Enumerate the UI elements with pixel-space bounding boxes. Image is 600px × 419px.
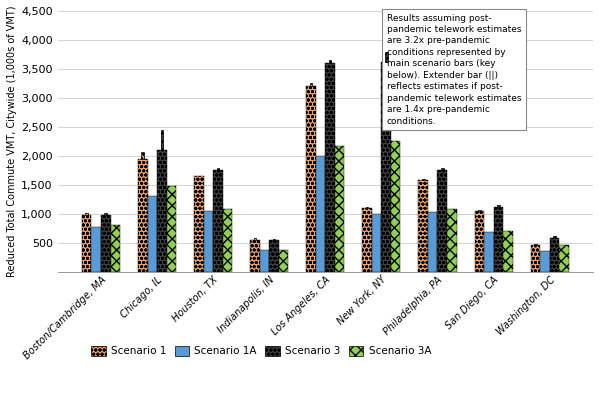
Bar [385,52,388,62]
Bar [306,86,316,272]
Bar [559,246,569,272]
Bar [260,250,269,272]
Bar [362,208,372,272]
Bar [161,130,163,150]
Bar [223,210,232,272]
Bar [269,240,279,272]
Bar [382,62,391,272]
Bar [101,215,110,272]
Bar [540,251,550,272]
Bar [366,207,368,208]
Bar [503,231,512,272]
Bar [157,150,167,272]
Text: Results assuming post-
pandemic telework estimates
are 3.2x pre-pandemic
conditi: Results assuming post- pandemic telework… [387,13,521,126]
Bar [478,210,481,211]
Bar [254,238,256,240]
Bar [167,186,176,272]
Bar [534,244,536,245]
Bar [550,238,559,272]
Bar [272,239,275,240]
Legend: Scenario 1, Scenario 1A, Scenario 3, Scenario 3A: Scenario 1, Scenario 1A, Scenario 3, Sce… [87,341,435,360]
Bar [428,212,437,272]
Bar [194,176,203,272]
Bar [316,156,325,272]
Bar [325,63,335,272]
Bar [447,210,457,272]
Bar [422,179,425,181]
Bar [110,225,120,272]
Bar [85,213,88,215]
Bar [441,168,443,171]
Y-axis label: Reduced Total Commute VMT, Citywide (1,000s of VMT): Reduced Total Commute VMT, Citywide (1,0… [7,5,17,277]
Bar [497,204,500,207]
Bar [494,207,503,272]
Bar [329,59,331,63]
Bar [418,181,428,272]
Bar [213,171,223,272]
Bar [148,197,157,272]
Bar [82,215,91,272]
Bar [475,211,484,272]
Bar [138,159,148,272]
Bar [553,236,556,238]
Bar [530,245,540,272]
Bar [391,141,400,272]
Bar [104,213,107,215]
Bar [217,168,219,171]
Bar [310,83,313,86]
Bar [335,146,344,272]
Bar [250,240,260,272]
Bar [91,227,101,272]
Bar [142,152,144,159]
Bar [437,171,447,272]
Bar [279,250,289,272]
Bar [484,232,494,272]
Bar [203,211,213,272]
Bar [372,214,382,272]
